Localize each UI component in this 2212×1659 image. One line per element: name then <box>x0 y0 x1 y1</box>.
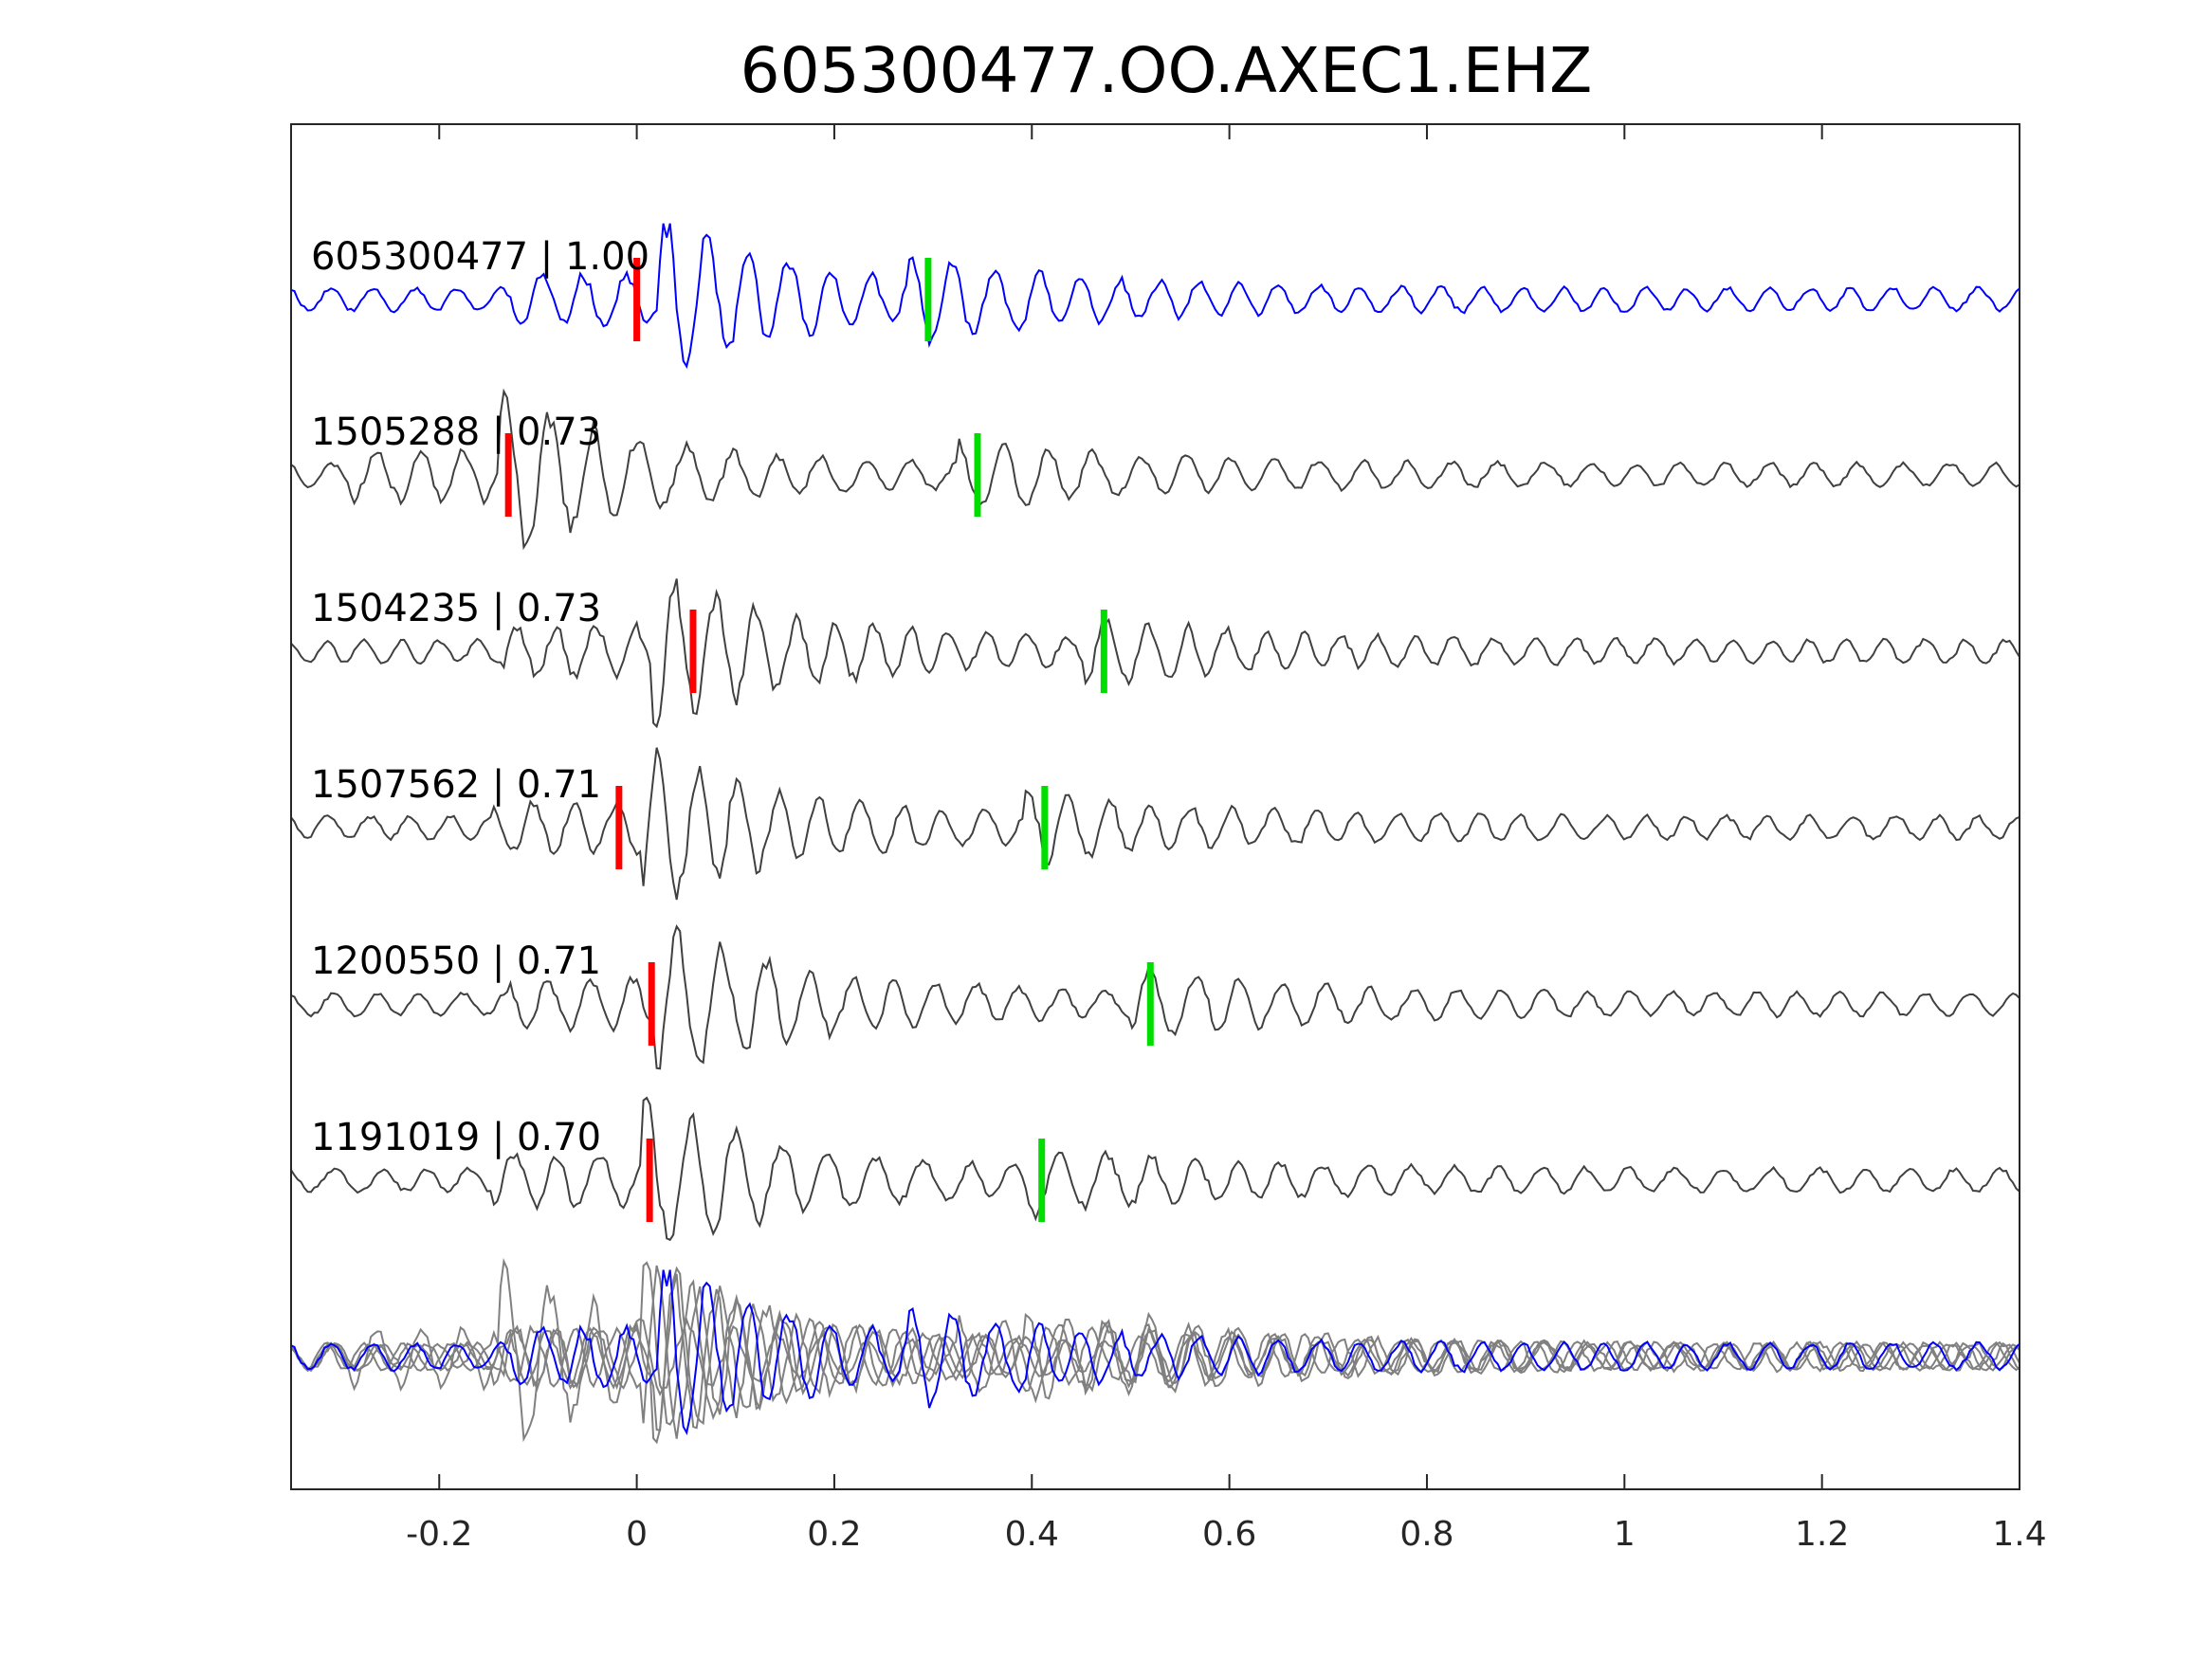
trace-1200550 <box>290 924 2020 1070</box>
trace-605300477 <box>290 223 2020 369</box>
overlay-trace-1200550 <box>290 1266 2020 1431</box>
trace-1191019 <box>290 1096 2020 1242</box>
x-tick-label: 0.6 <box>1202 1515 1256 1554</box>
trace-label-1504235: 1504235 | 0.73 <box>311 587 601 630</box>
x-tick-label: 1 <box>1614 1515 1636 1554</box>
overlay-trace-605300477 <box>290 1269 2020 1436</box>
chart-title: 605300477.OO.AXEC1.EHZ <box>740 34 1593 107</box>
x-tick-label: -0.2 <box>406 1515 472 1554</box>
trace-label-1505288: 1505288 | 0.73 <box>311 410 601 454</box>
x-tick-label: 0 <box>626 1515 648 1554</box>
trace-label-605300477: 605300477 | 1.00 <box>311 235 649 279</box>
trace-1507562 <box>290 747 2020 901</box>
trace-1504235 <box>290 578 2020 729</box>
trace-1505288 <box>290 388 2020 551</box>
x-axis-ticks: -0.2 0 0.2 0.4 0.6 0.8 1 1.2 1.4 <box>406 124 2047 1554</box>
labels-layer: 605300477 | 1.00 1505288 | 0.73 1504235 | … <box>311 235 649 1159</box>
x-tick-label: 1.4 <box>1992 1515 2046 1554</box>
x-tick-label: 0.8 <box>1399 1515 1453 1554</box>
picks-layer <box>504 258 1154 1222</box>
trace-label-1507562: 1507562 | 0.71 <box>311 763 601 807</box>
trace-label-1200550: 1200550 | 0.71 <box>311 939 601 983</box>
trace-label-1191019: 1191019 | 0.70 <box>311 1116 601 1159</box>
x-tick-label: 0.2 <box>807 1515 861 1554</box>
x-tick-label: 1.2 <box>1795 1515 1849 1554</box>
plot-frame <box>290 123 2020 1490</box>
traces-layer <box>290 223 2020 1445</box>
x-tick-label: 0.4 <box>1005 1515 1059 1554</box>
